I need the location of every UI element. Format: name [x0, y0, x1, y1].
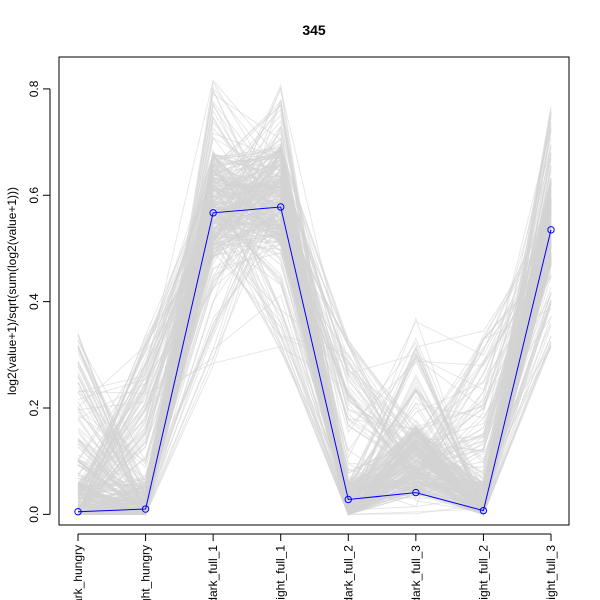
data-point: [547, 226, 555, 234]
y-axis: 0.0 0.2 0.4 0.6 0.8: [27, 80, 51, 523]
data-point: [479, 506, 488, 515]
data-point: [412, 488, 420, 497]
y-tick-label: 0.8: [27, 80, 41, 97]
background-line: [77, 183, 552, 508]
y-tick-label: 0.4: [27, 293, 41, 310]
plot-frame: [58, 56, 570, 526]
x-tick-label: light_full_2: [476, 545, 490, 600]
y-tick-label: 0.0: [27, 506, 41, 523]
background-line: [77, 240, 552, 516]
highlighted-series: [74, 203, 555, 516]
background-line: [77, 220, 552, 516]
x-tick-label: dark_full_1: [206, 545, 220, 600]
x-tick-label: light_full_1: [274, 545, 288, 600]
background-line: [78, 202, 552, 517]
series-line: [77, 206, 552, 513]
x-tick-label: light_full_3: [544, 545, 558, 600]
x-tick-label: ark_hungry: [71, 545, 85, 600]
y-tick-label: 0.2: [27, 399, 41, 416]
data-point: [344, 495, 352, 504]
chart-title: 345: [302, 22, 326, 38]
background-line: [77, 137, 552, 515]
y-tick-label: 0.6: [27, 187, 41, 204]
data-point: [141, 505, 150, 513]
x-tick-label: dark_full_3: [409, 545, 423, 600]
background-line: [77, 242, 552, 508]
background-lines: [77, 79, 552, 517]
background-line: [77, 182, 552, 516]
x-tick-label: dark_full_2: [341, 545, 355, 600]
data-point: [277, 203, 285, 211]
data-point: [209, 209, 217, 217]
data-point: [74, 508, 82, 516]
x-tick-label: ght_hungry: [139, 545, 153, 600]
background-line: [77, 153, 552, 506]
y-axis-label: log2(value+1)/sqrt(sum(log2(value+1))): [5, 187, 19, 395]
x-axis: ark_hungry ght_hungry dark_full_1 light_ful…: [71, 533, 558, 600]
